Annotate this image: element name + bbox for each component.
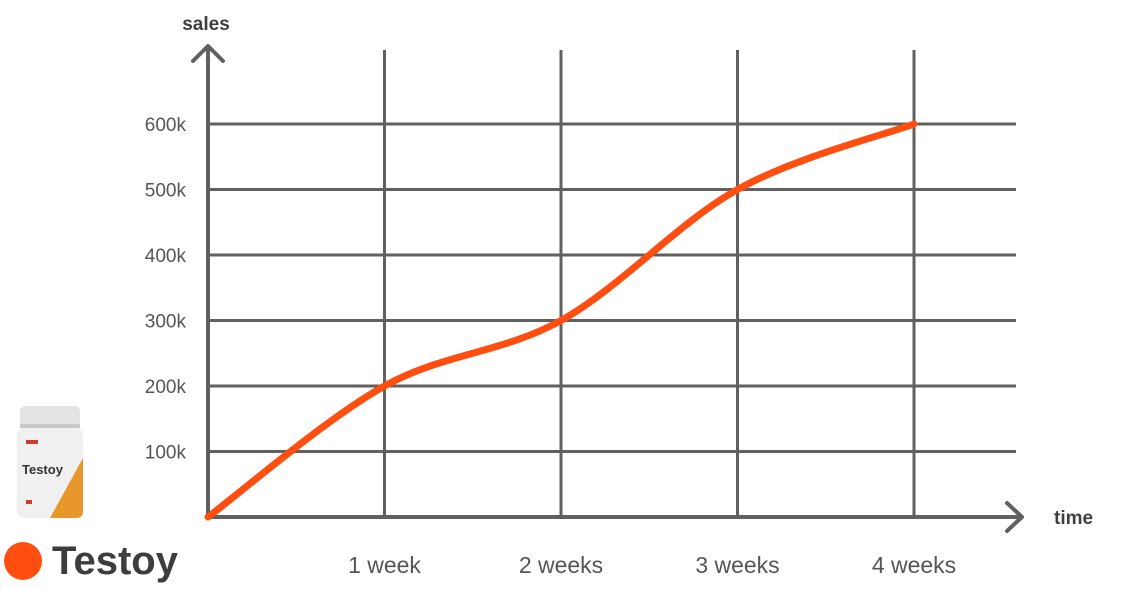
product-brand-text: Testoy (22, 462, 64, 477)
y-tick-label: 400k (145, 246, 187, 267)
y-axis-arrow-icon (191, 44, 225, 63)
x-tick-labels: 1 week 2 weeks 3 weeks 4 weeks (348, 552, 956, 578)
x-tick-label: 4 weeks (872, 552, 956, 578)
horizontal-gridlines (208, 122, 1016, 453)
y-tick-label: 200k (145, 377, 187, 398)
x-tick-label: 3 weeks (695, 552, 779, 578)
x-tick-label: 1 week (348, 552, 421, 578)
x-axis-title: time (1054, 508, 1093, 529)
x-axis-arrow-icon (1005, 501, 1024, 533)
legend-label-testoy: Testoy (52, 538, 178, 583)
axes (191, 44, 1024, 533)
y-tick-label: 100k (145, 443, 187, 464)
y-tick-label: 300k (145, 312, 187, 333)
supplement-bottle-icon: Testoy (17, 406, 83, 518)
y-tick-label: 600k (145, 115, 187, 136)
legend: Testoy (4, 536, 178, 586)
legend-marker-testoy (4, 542, 42, 580)
series-line-testoy (204, 120, 918, 521)
y-axis-title: sales (182, 14, 230, 35)
vertical-gridlines (383, 50, 916, 517)
y-tick-label: 500k (145, 181, 187, 202)
x-tick-label: 2 weeks (519, 552, 603, 578)
y-tick-labels: 100k 200k 300k 400k 500k 600k (145, 115, 187, 464)
